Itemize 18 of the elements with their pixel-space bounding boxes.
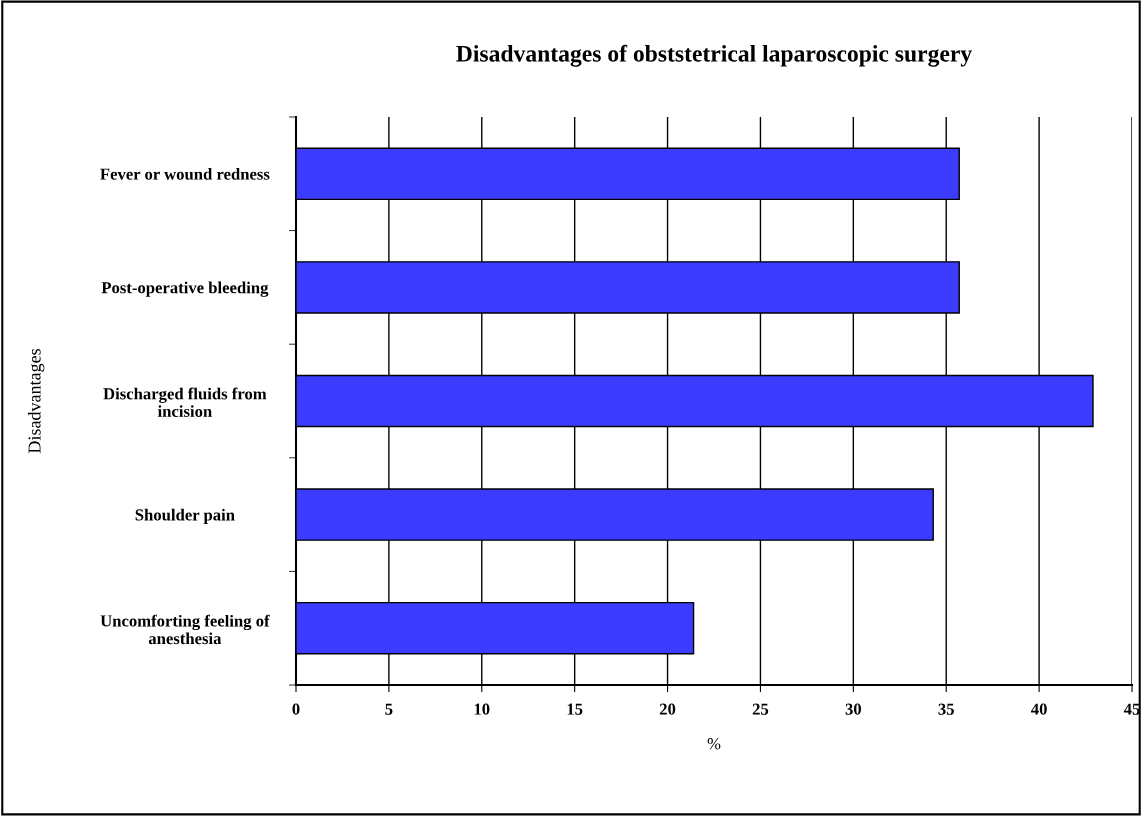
x-tick-label: 40 — [1031, 703, 1047, 715]
y-tick-label: Discharged fluids from incision — [103, 387, 267, 417]
x-tick-label: 5 — [385, 703, 393, 715]
x-tick-label: 30 — [845, 703, 862, 715]
chart-title: Disadvantages of obststetrical laparoscopic surgery — [456, 44, 972, 67]
y-tick-label: Shoulder pain — [135, 508, 235, 524]
x-tick-label: 10 — [474, 703, 490, 715]
x-tick-label: 15 — [567, 703, 583, 715]
y-axis-title: Disadvantages — [27, 349, 45, 454]
x-tick-label: 0 — [292, 703, 300, 715]
x-tick-label: 20 — [659, 703, 676, 715]
y-tick-label: Fever or wound redness — [100, 168, 270, 180]
x-tick-label: 45 — [1123, 703, 1140, 715]
x-axis-title: % — [707, 738, 721, 750]
x-tick-label: 25 — [752, 703, 769, 715]
y-tick-label: Uncomforting feeling of anesthesia — [100, 614, 270, 645]
y-tick-label: Post-operative bleeding — [101, 281, 269, 297]
x-tick-label: 35 — [938, 703, 954, 715]
